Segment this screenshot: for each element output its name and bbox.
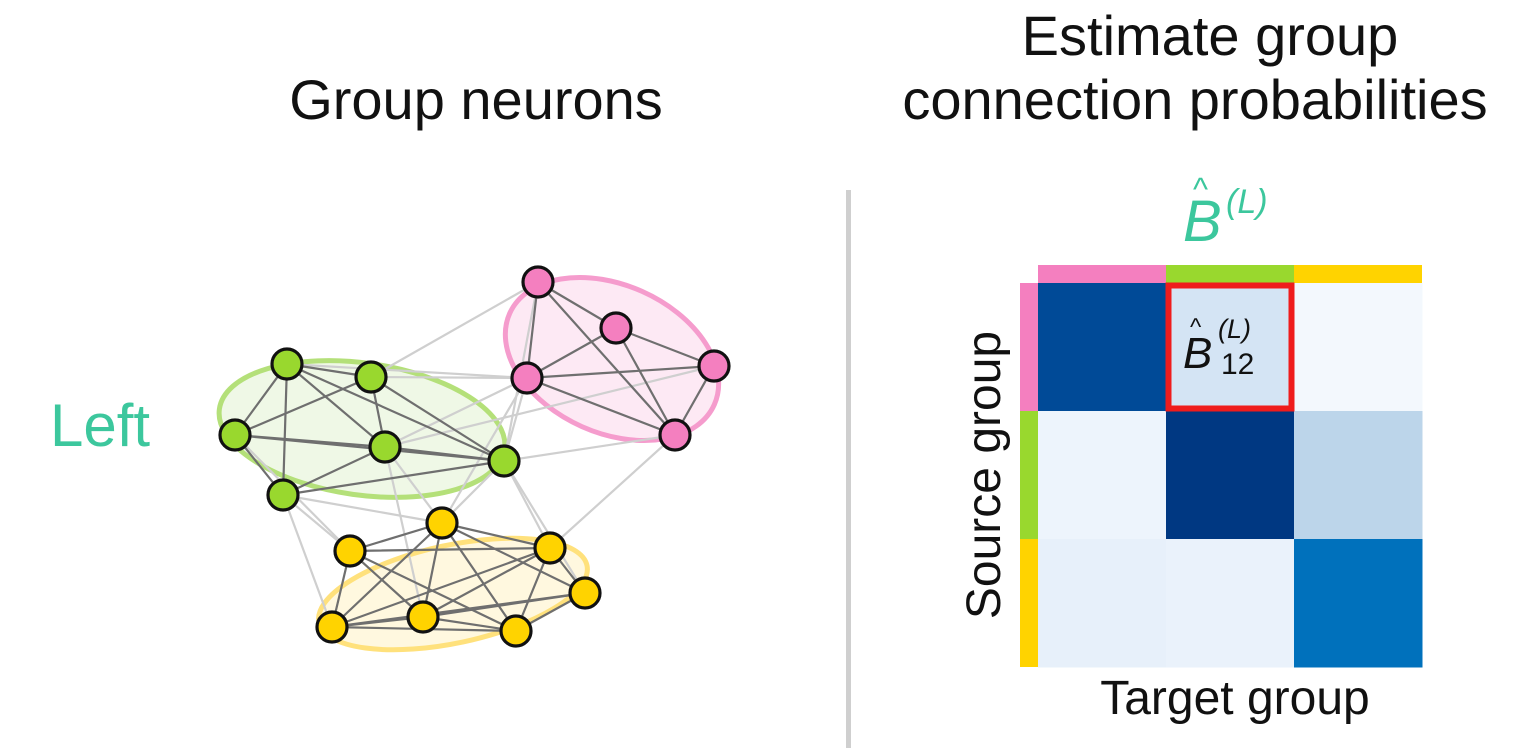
- yellow-neuron-node: [425, 506, 459, 540]
- within-group-edge: [440, 521, 518, 633]
- matrix-symbol-letter: B: [1183, 189, 1222, 254]
- between-group-edge: [502, 433, 677, 463]
- between-group-edge: [383, 376, 529, 449]
- yellow-neuron-node: [315, 610, 349, 644]
- within-group-edge: [281, 362, 289, 497]
- between-group-edge: [281, 493, 334, 629]
- pink-neuron-node: [658, 418, 692, 452]
- x-axis-label: Target group: [1100, 672, 1370, 725]
- within-group-edge: [369, 375, 506, 463]
- within-group-edge: [281, 445, 387, 497]
- left-panel-title: Group neurons: [289, 68, 663, 131]
- green-source-group-bar: [1020, 411, 1038, 539]
- matrix-symbol-hat: ^: [1193, 171, 1209, 207]
- heatmap-cell-3-1: [1038, 539, 1167, 668]
- heatmap-cell-2-1: [1038, 411, 1167, 540]
- within-group-edge: [421, 546, 552, 619]
- highlighted-entry-label: ^ B (L) 12: [1183, 312, 1283, 392]
- heatmap-cell-1-3: [1294, 283, 1423, 412]
- within-group-edge: [614, 326, 677, 437]
- green-target-group-bar: [1166, 265, 1294, 283]
- yellow-neuron-node: [499, 614, 533, 648]
- connection-probability-heatmap: [1020, 265, 1423, 668]
- matrix-symbol-superscript: (L): [1226, 183, 1268, 221]
- green-neuron-node: [368, 430, 402, 464]
- matrix-symbol: ^ B (L): [1183, 173, 1303, 255]
- between-group-edge: [548, 433, 677, 550]
- between-group-edge: [281, 493, 444, 525]
- within-group-edge: [330, 546, 552, 629]
- yellow-neuron-node: [533, 531, 567, 565]
- within-group-edge: [525, 376, 677, 437]
- between-group-edge: [369, 280, 540, 379]
- pink-target-group-bar: [1038, 265, 1166, 283]
- pink-group-hull: [502, 274, 722, 444]
- entry-superscript: (L): [1218, 314, 1251, 344]
- green-neuron-node: [218, 418, 252, 452]
- within-group-edge: [281, 459, 506, 497]
- heatmap-cell-1-2: [1166, 283, 1295, 412]
- network-nodes: [218, 265, 731, 648]
- yellow-target-group-bar: [1294, 265, 1422, 283]
- heatmap-cell-2-2: [1166, 411, 1295, 540]
- within-group-edge: [348, 546, 552, 553]
- pink-neuron-node: [697, 349, 731, 383]
- between-group-edge: [502, 459, 587, 595]
- right-panel-title-line1: Estimate group: [1021, 4, 1399, 67]
- within-group-edge: [421, 591, 587, 619]
- within-group-edge: [383, 445, 506, 463]
- yellow-neuron-node: [406, 600, 440, 634]
- within-group-edge: [285, 362, 506, 463]
- entry-subscript: 12: [1221, 348, 1255, 381]
- within-group-edge: [536, 280, 677, 437]
- within-group-edge: [440, 521, 552, 550]
- panel-divider: [846, 190, 851, 748]
- pink-source-group-bar: [1020, 283, 1038, 411]
- between-group-edge: [285, 362, 529, 380]
- within-group-edge: [440, 521, 587, 595]
- within-group-edge: [285, 362, 387, 449]
- heatmap-cell-2-3: [1294, 411, 1423, 540]
- green-neuron-node: [354, 360, 388, 394]
- y-axis-label: Source group: [958, 330, 1011, 620]
- pink-neuron-node: [510, 361, 544, 395]
- heatmap-cell-3-3: [1294, 539, 1423, 668]
- yellow-source-group-bar: [1020, 539, 1038, 667]
- within-group-edge: [614, 326, 716, 368]
- hemisphere-label: Left: [50, 392, 151, 459]
- between-group-edge: [383, 445, 425, 619]
- neuron-network: [216, 265, 731, 653]
- within-group-edge: [525, 364, 716, 380]
- entry-hat: ^: [1190, 314, 1202, 341]
- pink-neuron-node: [599, 311, 633, 345]
- between-group-edge: [369, 375, 529, 380]
- between-group-edge: [440, 376, 529, 525]
- heatmap-cell-3-2: [1166, 539, 1295, 668]
- pink-neuron-node: [521, 265, 555, 299]
- green-neuron-node: [270, 347, 304, 381]
- within-group-edge: [330, 521, 444, 629]
- yellow-neuron-node: [568, 576, 602, 610]
- highlighted-cell-border: [1165, 282, 1295, 412]
- within-group-edge: [233, 375, 373, 437]
- entry-letter: B: [1183, 329, 1213, 378]
- yellow-neuron-node: [333, 534, 367, 568]
- green-neuron-node: [487, 444, 521, 478]
- right-panel-title-line2: connection probabilities: [902, 68, 1488, 131]
- green-neuron-node: [266, 478, 300, 512]
- within-group-edge: [525, 326, 618, 380]
- heatmap-cell-1-1: [1038, 283, 1167, 412]
